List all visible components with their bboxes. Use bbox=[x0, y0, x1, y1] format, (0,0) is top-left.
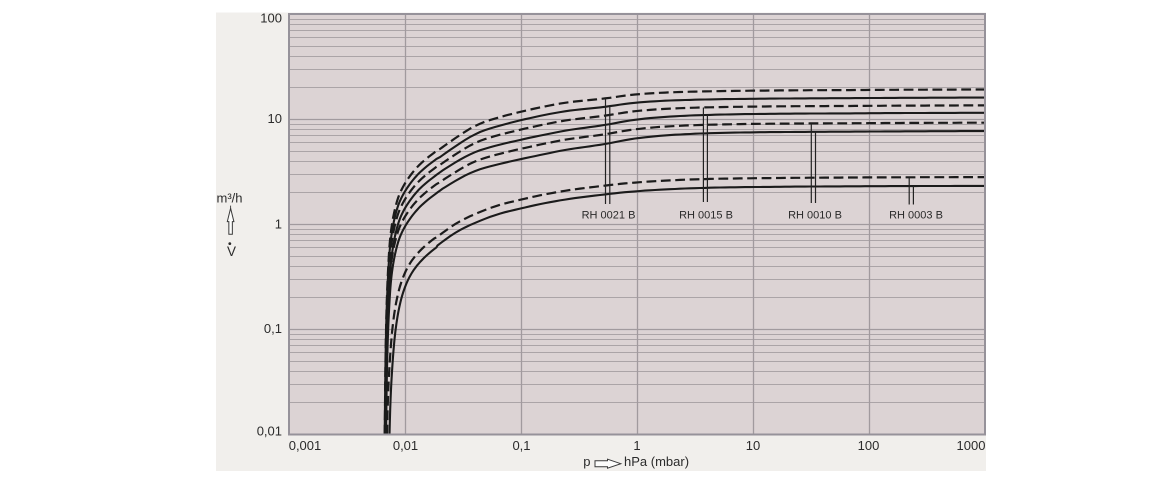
svg-text:hPa (mbar): hPa (mbar) bbox=[624, 454, 689, 469]
svg-text:10: 10 bbox=[746, 438, 760, 453]
svg-text:0,01: 0,01 bbox=[393, 438, 418, 453]
svg-text:RH 0010 B: RH 0010 B bbox=[788, 210, 842, 222]
svg-text:0,01: 0,01 bbox=[257, 424, 282, 439]
svg-text:100: 100 bbox=[858, 438, 880, 453]
svg-text:1: 1 bbox=[633, 438, 640, 453]
svg-text:p: p bbox=[583, 454, 590, 469]
svg-text:1: 1 bbox=[275, 217, 282, 232]
svg-text:0,1: 0,1 bbox=[512, 438, 530, 453]
svg-text:10: 10 bbox=[268, 111, 282, 126]
svg-text:100: 100 bbox=[260, 11, 282, 26]
svg-text:0,1: 0,1 bbox=[264, 321, 282, 336]
svg-text:RH 0015 B: RH 0015 B bbox=[679, 210, 733, 222]
svg-text:1000: 1000 bbox=[957, 438, 986, 453]
svg-text:m³/h: m³/h bbox=[217, 191, 243, 206]
svg-text:RH 0003 B: RH 0003 B bbox=[889, 210, 943, 222]
svg-text:V: V bbox=[227, 244, 236, 259]
svg-text:RH 0021 B: RH 0021 B bbox=[582, 210, 636, 222]
svg-text:0,001: 0,001 bbox=[289, 438, 322, 453]
